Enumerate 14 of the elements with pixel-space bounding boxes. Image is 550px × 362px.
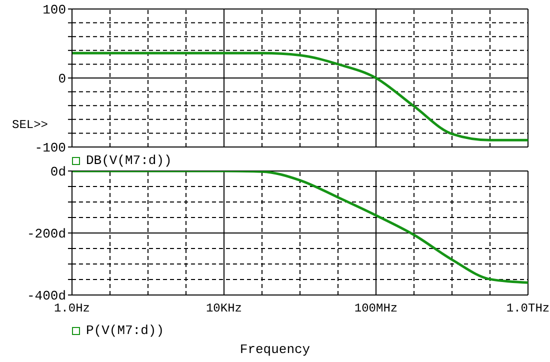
y-tick-label: -200d <box>26 226 66 242</box>
legend-label: P(V(M7:d)) <box>85 323 164 338</box>
y-tick-label: -400d <box>26 288 66 304</box>
y-tick-label: 0 <box>58 72 66 87</box>
x-tick-label: 10KHz <box>206 302 242 316</box>
text: SEL>> <box>12 118 48 132</box>
x-tick-label: 1.0THz <box>506 302 550 316</box>
x-tick-label: 1.0Hz <box>54 302 90 316</box>
x-axis-title: Frequency <box>238 342 312 357</box>
y-tick-label: 0d <box>50 164 66 180</box>
x-tick-label: 100MHz <box>354 302 398 316</box>
legend-label: DB(V(M7:d)) <box>85 153 172 168</box>
y-tick-label: 100 <box>42 2 66 18</box>
y-tick-label: -100 <box>34 140 66 156</box>
